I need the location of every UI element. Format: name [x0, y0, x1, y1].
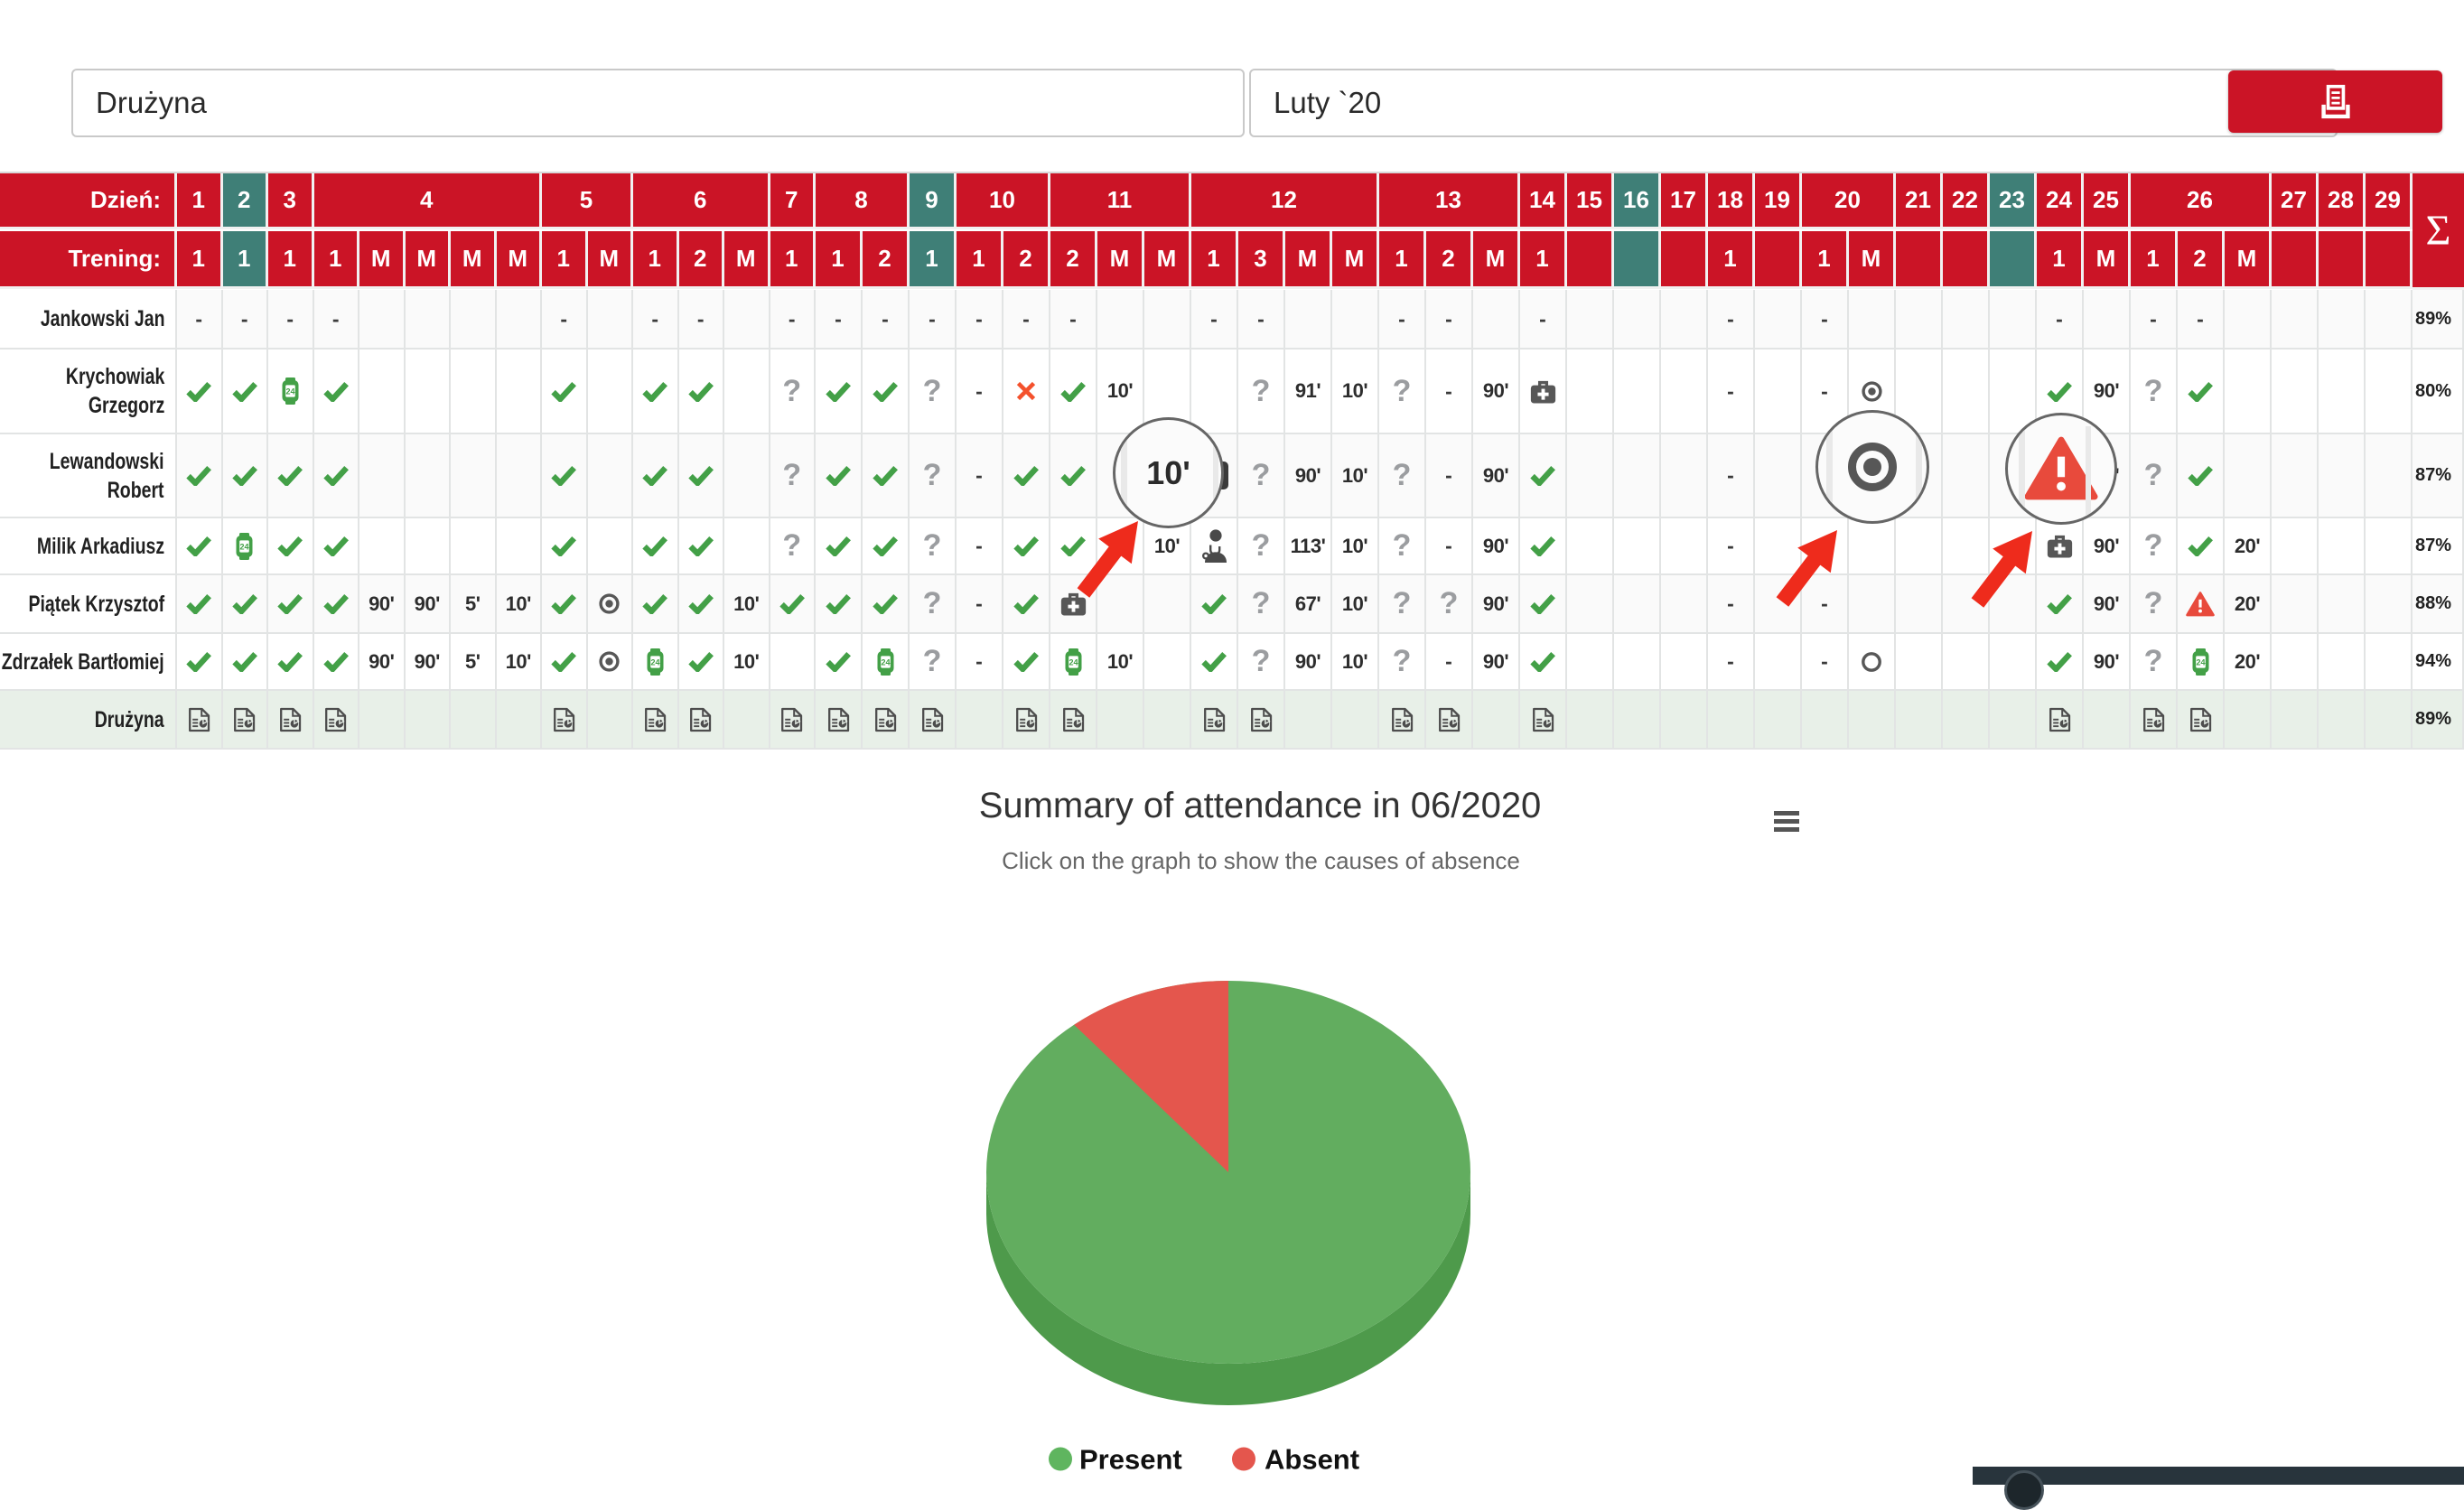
- svg-text:24: 24: [650, 657, 659, 666]
- svg-text:Present: Present: [1079, 1444, 1182, 1476]
- svg-text:24: 24: [881, 657, 890, 666]
- svg-text:24: 24: [2196, 657, 2205, 666]
- svg-text:24: 24: [240, 542, 249, 551]
- svg-text:24: 24: [1069, 657, 1078, 666]
- svg-text:24: 24: [285, 387, 294, 396]
- svg-text:Absent: Absent: [1265, 1444, 1359, 1476]
